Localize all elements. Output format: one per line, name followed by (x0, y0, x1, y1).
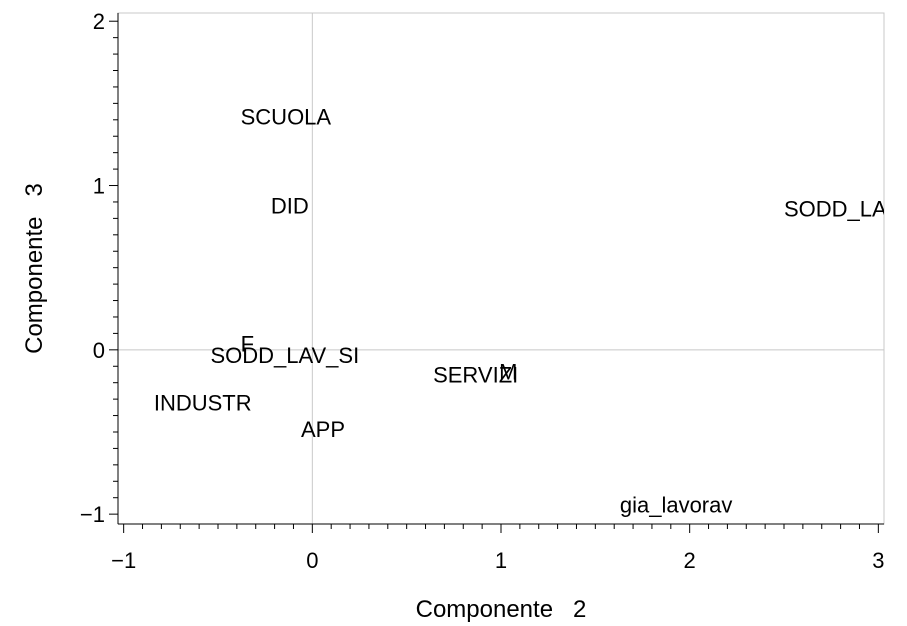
point-label: gia_lavorav (620, 492, 733, 517)
y-tick-label: 2 (93, 9, 105, 34)
point-label: F (241, 331, 254, 356)
y-axis-title: Componente 3 (21, 183, 48, 354)
point-label: SODD_LAV_NO (784, 197, 907, 222)
point-label: DID (271, 193, 309, 218)
x-axis-title: Componente 2 (416, 596, 587, 623)
point-label: M (499, 359, 517, 384)
x-tick-label: 2 (684, 548, 696, 573)
y-tick-label: 0 (93, 338, 105, 363)
point-label: INDUSTR (154, 391, 252, 416)
point-label: SODD_LAV_SI (210, 343, 359, 368)
point-label: SERVIZI (433, 363, 518, 388)
point-label: APP (301, 417, 345, 442)
point-label: SCUOLA (241, 105, 332, 130)
x-tick-label: −1 (111, 548, 136, 573)
x-tick-label: 0 (306, 548, 318, 573)
y-tick-label: −1 (80, 502, 105, 527)
plot-area (117, 12, 885, 525)
y-tick-label: 1 (93, 174, 105, 199)
x-tick-label: 3 (872, 548, 884, 573)
x-tick-label: 1 (495, 548, 507, 573)
